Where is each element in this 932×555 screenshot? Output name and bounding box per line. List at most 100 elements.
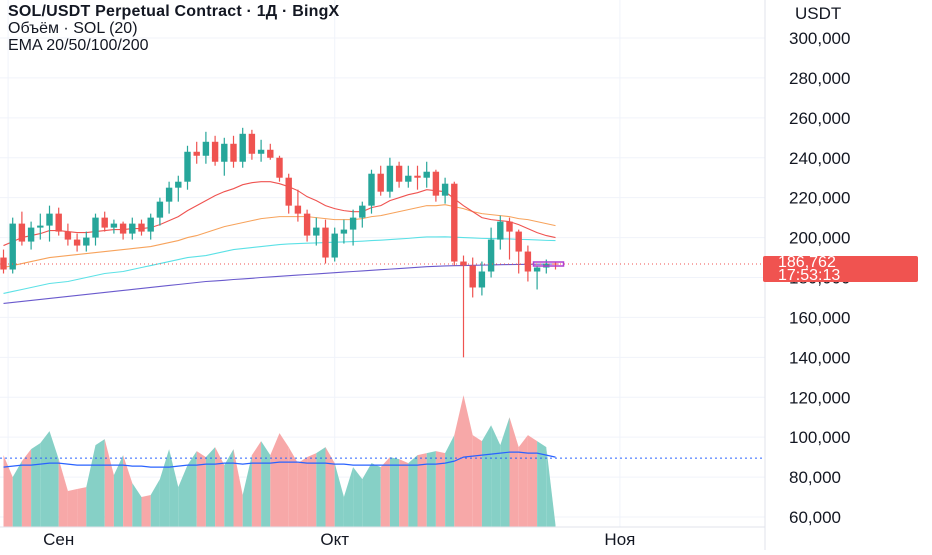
- candle-body[interactable]: [129, 223, 136, 234]
- volume-area-segment: [334, 463, 344, 527]
- candle-body[interactable]: [46, 213, 53, 226]
- volume-area-segment: [242, 455, 252, 527]
- candle-body[interactable]: [248, 133, 256, 154]
- price-tick-label: 300,000: [789, 29, 850, 48]
- candle-body[interactable]: [460, 261, 467, 266]
- candle-body[interactable]: [552, 263, 559, 265]
- candle-body[interactable]: [395, 165, 403, 182]
- chart-legend: SOL/USDT Perpetual Contract · 1Д · BingX…: [8, 3, 339, 54]
- candle-body[interactable]: [386, 165, 394, 192]
- volume-area-segment: [472, 435, 482, 527]
- time-tick-label: Окт: [320, 530, 349, 549]
- volume-area-segment: [40, 431, 50, 527]
- candle-body[interactable]: [340, 229, 348, 234]
- candle-body[interactable]: [0, 257, 7, 270]
- candle-body[interactable]: [18, 223, 26, 242]
- price-tick-label: 160,000: [789, 308, 850, 327]
- candle-body[interactable]: [359, 205, 366, 218]
- volume-area-segment: [31, 443, 41, 527]
- candle-body[interactable]: [515, 231, 522, 252]
- volume-area-segment: [408, 455, 418, 527]
- candle-body[interactable]: [423, 171, 430, 178]
- volume-area-segment: [343, 467, 354, 527]
- candle-body[interactable]: [441, 183, 449, 196]
- candle-body[interactable]: [156, 201, 164, 218]
- candle-body[interactable]: [110, 223, 118, 228]
- candle-body[interactable]: [331, 233, 338, 258]
- candle-body[interactable]: [239, 133, 246, 162]
- volume-area-segment: [527, 435, 538, 527]
- candle-body[interactable]: [55, 213, 62, 232]
- symbol-title[interactable]: SOL/USDT Perpetual Contract · 1Д · BingX: [8, 3, 340, 20]
- candle-body[interactable]: [414, 175, 421, 178]
- candle-body[interactable]: [193, 151, 200, 156]
- candle-body[interactable]: [165, 187, 173, 202]
- last-price-badge: 186,762 17:53:13: [763, 255, 918, 284]
- candle-body[interactable]: [138, 223, 145, 232]
- volume-area-segment: [288, 447, 298, 527]
- candle-body[interactable]: [487, 239, 495, 272]
- candle-body[interactable]: [469, 265, 476, 288]
- volume-area-segment: [123, 455, 133, 527]
- price-tick-label: 60,000: [789, 508, 841, 527]
- candle-body[interactable]: [524, 251, 532, 272]
- candle-body[interactable]: [92, 217, 99, 238]
- candle-body[interactable]: [377, 173, 384, 192]
- candle-body[interactable]: [432, 171, 440, 196]
- candle-body[interactable]: [101, 217, 108, 228]
- volume-area-segment: [380, 457, 390, 527]
- volume-area-segment: [261, 441, 271, 527]
- candle-body[interactable]: [37, 225, 44, 228]
- candle-body[interactable]: [533, 267, 541, 272]
- candle-body[interactable]: [184, 151, 191, 182]
- ema-indicator-label[interactable]: EMA 20/50/100/200: [8, 37, 149, 54]
- candle-body[interactable]: [368, 173, 375, 206]
- ema100-line: [3, 236, 556, 295]
- candle-body[interactable]: [478, 271, 486, 288]
- volume-area-segment: [205, 447, 216, 527]
- volume-area-segment: [371, 463, 381, 527]
- candle-body[interactable]: [294, 205, 302, 214]
- volume-area-segment: [546, 447, 556, 527]
- candle-body[interactable]: [119, 223, 127, 234]
- candle-body[interactable]: [64, 231, 72, 240]
- volume-area-segment: [463, 395, 473, 527]
- candle-body[interactable]: [506, 221, 513, 232]
- candle-body[interactable]: [221, 143, 228, 162]
- bar-countdown: 17:53:13: [778, 267, 841, 284]
- volume-area-segment: [3, 455, 13, 527]
- volume-area-segment: [224, 449, 234, 527]
- candle-body[interactable]: [83, 237, 90, 246]
- volume-area-segment: [491, 425, 501, 527]
- candle-body[interactable]: [276, 157, 283, 178]
- currency-label[interactable]: USDT: [795, 4, 842, 23]
- candle-body[interactable]: [202, 141, 210, 156]
- candle-body[interactable]: [175, 181, 182, 188]
- ema50-line: [3, 204, 556, 269]
- candle-body[interactable]: [451, 183, 458, 262]
- candle-body[interactable]: [147, 217, 154, 232]
- candle-body[interactable]: [230, 143, 237, 162]
- candle-body[interactable]: [257, 149, 265, 154]
- price-tick-label: 100,000: [789, 428, 850, 447]
- candle-body[interactable]: [267, 149, 274, 158]
- position-marker: [532, 261, 565, 267]
- candle-body[interactable]: [313, 227, 320, 236]
- candle-body[interactable]: [285, 177, 292, 206]
- candle-body[interactable]: [349, 217, 357, 230]
- candle-body[interactable]: [303, 213, 311, 236]
- volume-area-segment: [297, 457, 308, 527]
- candle-body[interactable]: [322, 227, 329, 258]
- volume-indicator-label[interactable]: Объём · SOL (20): [8, 20, 138, 37]
- candle-body[interactable]: [9, 223, 16, 270]
- candle-body[interactable]: [405, 175, 412, 182]
- candle-body[interactable]: [73, 239, 81, 246]
- volume-area-segment: [49, 431, 59, 527]
- volume-area-segment: [435, 451, 446, 527]
- candle-body[interactable]: [497, 221, 504, 240]
- candle-body[interactable]: [27, 227, 35, 242]
- candle-body[interactable]: [211, 141, 219, 162]
- volume-area-segment: [353, 467, 363, 527]
